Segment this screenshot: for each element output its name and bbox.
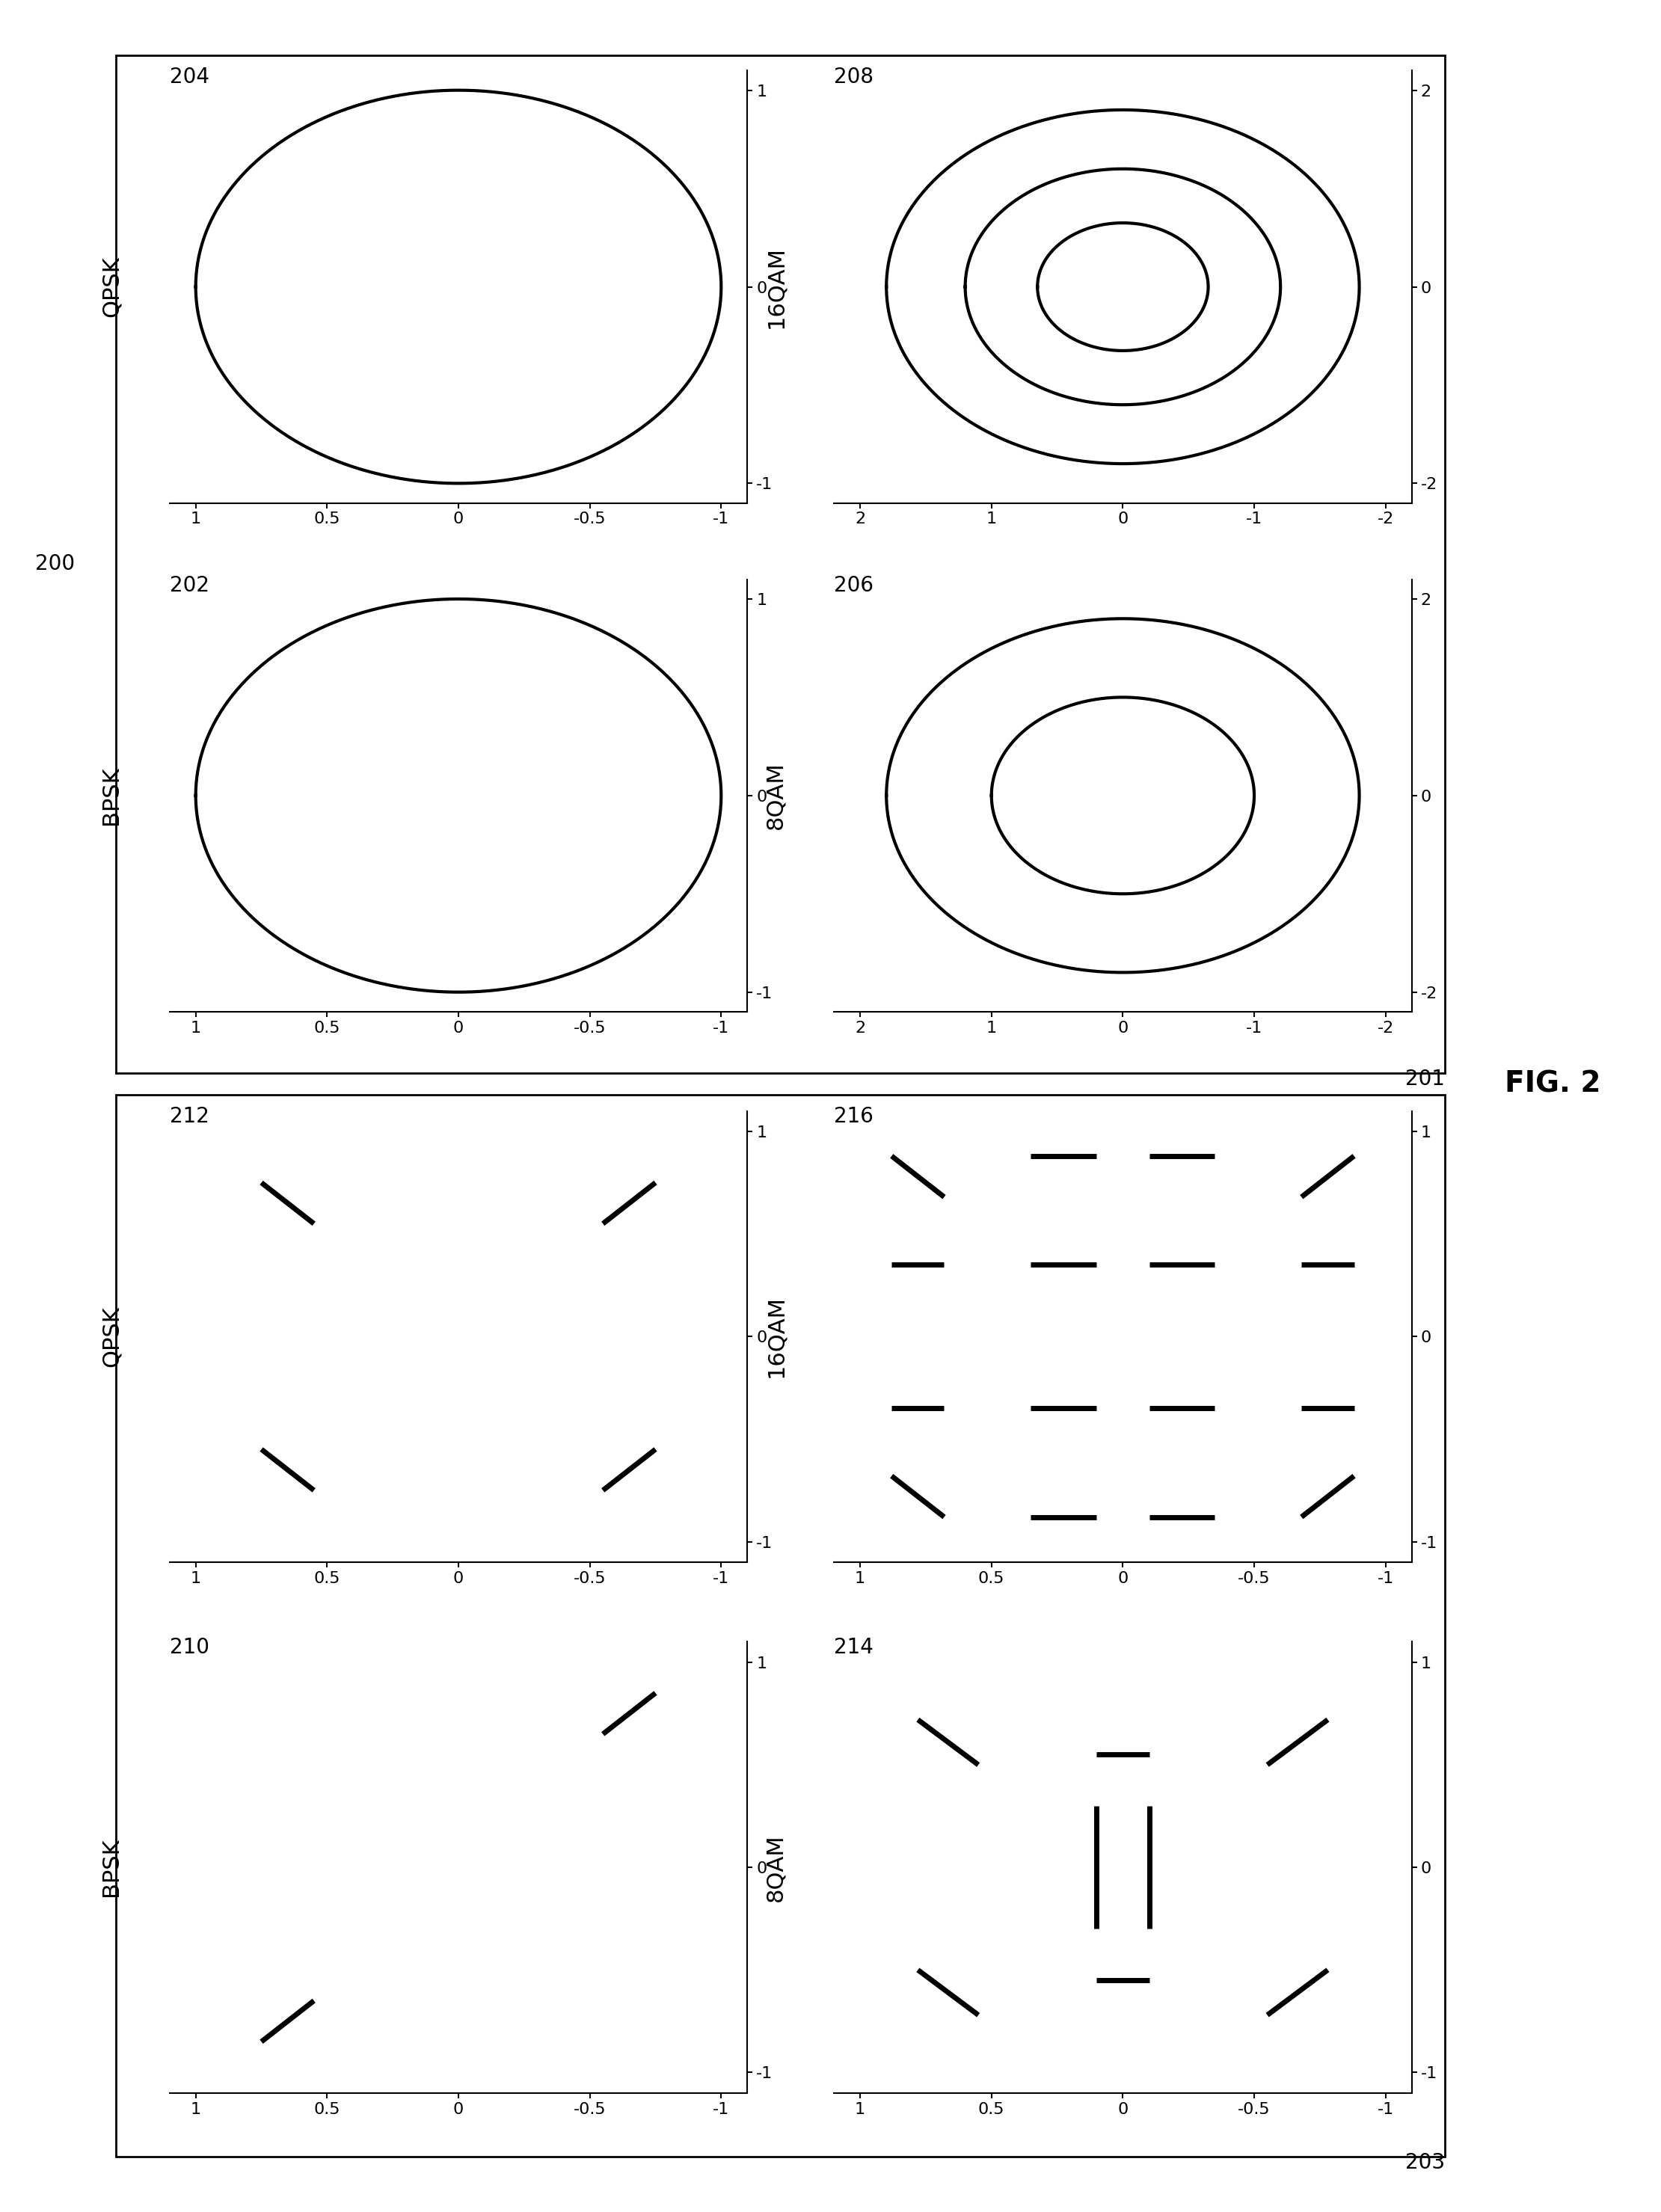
Text: 214: 214 xyxy=(834,1637,874,1657)
Text: 201: 201 xyxy=(1405,1068,1445,1088)
Text: 16QAM: 16QAM xyxy=(764,1296,787,1378)
Text: BPSK: BPSK xyxy=(100,1838,123,1896)
Text: 206: 206 xyxy=(834,575,874,595)
Text: BPSK: BPSK xyxy=(100,765,123,825)
Text: 8QAM: 8QAM xyxy=(764,761,787,830)
Text: 212: 212 xyxy=(169,1106,209,1126)
Text: 210: 210 xyxy=(169,1637,209,1657)
Text: 208: 208 xyxy=(834,66,874,86)
Text: 202: 202 xyxy=(169,575,209,595)
Text: FIG. 2: FIG. 2 xyxy=(1505,1071,1601,1097)
Text: 216: 216 xyxy=(834,1106,874,1126)
Text: 8QAM: 8QAM xyxy=(764,1834,787,1902)
Text: 204: 204 xyxy=(169,66,209,86)
Text: 203: 203 xyxy=(1405,2152,1445,2172)
Text: 200: 200 xyxy=(35,553,75,575)
Text: QPSK: QPSK xyxy=(100,1305,123,1367)
Text: 16QAM: 16QAM xyxy=(764,246,787,327)
Text: QPSK: QPSK xyxy=(100,257,123,316)
